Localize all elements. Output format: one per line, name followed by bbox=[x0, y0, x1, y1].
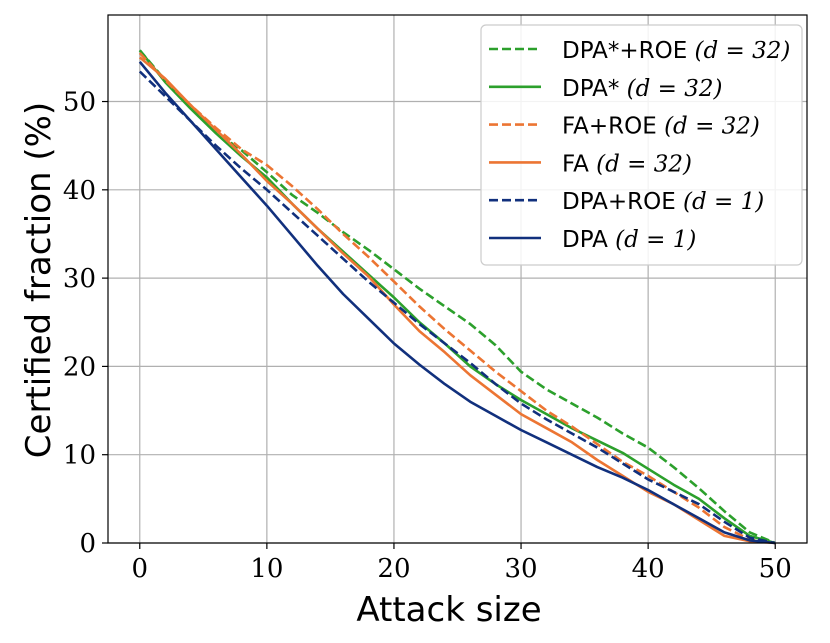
legend-entry: DPA* (d = 32) bbox=[562, 76, 723, 102]
y-tick-label: 10 bbox=[63, 441, 96, 471]
legend-entry-param: (d = 32) bbox=[627, 76, 723, 102]
legend-entry: FA+ROE (d = 32) bbox=[562, 114, 760, 140]
legend-entry-name: DPA bbox=[562, 227, 615, 253]
y-axis: 0 10 20 30 40 50 bbox=[63, 88, 108, 559]
x-tick-label: 40 bbox=[632, 554, 665, 584]
x-tick-label: 30 bbox=[504, 554, 537, 584]
y-tick-label: 50 bbox=[63, 88, 96, 118]
x-tick-label: 50 bbox=[759, 554, 792, 584]
y-tick-label: 30 bbox=[63, 264, 96, 294]
y-tick-label: 40 bbox=[63, 176, 96, 206]
series-line-fa-roe bbox=[138, 52, 776, 545]
legend-entry-param: (d = 32) bbox=[695, 38, 791, 64]
y-axis-label: Certified fraction (%) bbox=[19, 102, 59, 458]
legend-entry-name: FA bbox=[562, 151, 596, 177]
x-tick-label: 20 bbox=[377, 554, 410, 584]
series-line-dpa-roe bbox=[138, 49, 776, 545]
legend-entry-name: DPA+ROE bbox=[562, 189, 683, 215]
series-layer bbox=[138, 49, 776, 545]
legend-entry-param: (d = 1) bbox=[615, 227, 696, 253]
legend-entry: DPA+ROE (d = 1) bbox=[562, 189, 764, 215]
series-line-dpa-roe bbox=[138, 70, 776, 545]
legend-entry: DPA (d = 1) bbox=[562, 227, 696, 253]
legend-entry: FA (d = 32) bbox=[562, 151, 692, 177]
plot-area-frame bbox=[107, 14, 808, 544]
legend-entry-name: DPA*+ROE bbox=[562, 38, 695, 64]
legend-entry-param: (d = 32) bbox=[596, 151, 692, 177]
legend-entry-param: (d = 1) bbox=[683, 189, 764, 215]
x-tick-label: 10 bbox=[250, 554, 283, 584]
legend-entry-name: FA+ROE bbox=[562, 114, 664, 140]
legend: DPA*+ROE (d = 32)DPA* (d = 32)FA+ROE (d … bbox=[480, 24, 803, 266]
y-tick-label: 20 bbox=[63, 352, 96, 382]
series-line-dpa bbox=[138, 60, 776, 545]
legend-entry-name: DPA* bbox=[562, 76, 627, 102]
legend-entry: DPA*+ROE (d = 32) bbox=[562, 38, 790, 64]
x-tick-label: 0 bbox=[131, 554, 148, 584]
legend-entry-param: (d = 32) bbox=[664, 114, 760, 140]
legend-box bbox=[480, 24, 803, 266]
y-tick-label: 0 bbox=[79, 529, 96, 559]
x-axis: 0 10 20 30 40 50 bbox=[131, 543, 792, 584]
x-axis-label: Attack size bbox=[356, 590, 541, 630]
